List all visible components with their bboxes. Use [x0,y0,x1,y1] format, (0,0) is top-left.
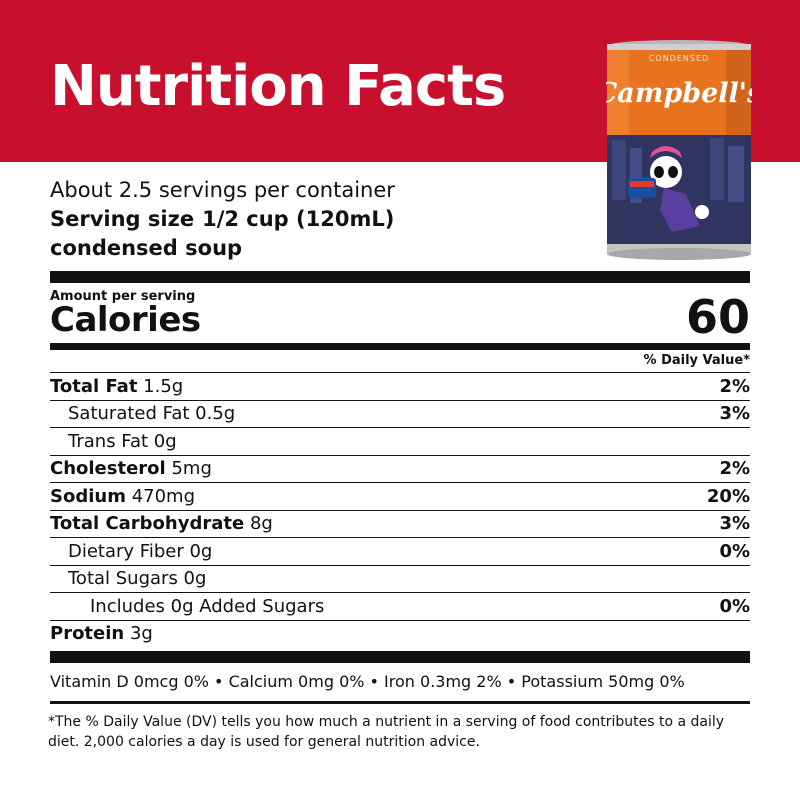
serving-size-suffix: condensed soup [50,236,243,260]
amount-per-serving-label: Amount per serving [50,289,196,304]
nutrient-amount: 470mg [131,485,196,507]
nutrient-daily-value: 0% [719,595,750,617]
nutrient-name: Total Sugars 0g [50,568,206,589]
nutrient-list: Total Fat 1.5g 2% Saturated Fat 0.5g 3% Tran… [50,373,750,647]
nutrient-label: Cholesterol [50,458,166,480]
svg-text:Campbell's: Campbell's [606,78,752,109]
nutrient-label: Protein [50,623,125,645]
nutrient-name: Saturated Fat 0.5g [50,403,235,424]
nutrient-row: Trans Fat 0g [50,428,750,456]
nutrient-label: Dietary Fiber 0g [68,540,213,562]
divider-medium [50,343,750,350]
nutrient-row: Total Fat 1.5g 2% [50,373,750,401]
nutrient-row: Protein 3g [50,621,750,648]
nutrient-label: Saturated Fat 0.5g [68,403,236,425]
servings-per-container: About 2.5 servings per container [50,178,395,202]
nutrition-facts-panel: About 2.5 servings per container Serving… [48,176,750,752]
nutrient-label: Total Sugars 0g [68,568,207,590]
divider-thick [50,271,750,283]
divider-thick [50,651,750,663]
nutrient-row: Cholesterol 5mg 2% [50,456,750,483]
daily-value-header: % Daily Value* [50,350,750,373]
nutrient-label: Sodium [50,485,126,507]
nutrient-name: Protein 3g [50,623,153,644]
nutrient-row: Includes 0g Added Sugars 0% [50,593,750,621]
nutrient-label: Includes 0g Added Sugars [90,595,325,617]
nutrient-name: Dietary Fiber 0g [50,541,212,562]
nutrient-name: Total Carbohydrate 8g [50,513,273,534]
nutrient-amount: 8g [249,513,273,535]
nutrient-name: Sodium 470mg [50,486,195,507]
nutrient-label: Trans Fat 0g [68,430,177,452]
nutrient-daily-value: 3% [719,403,750,425]
nutrient-label: Total Carbohydrate [50,513,245,535]
nutrient-name: Trans Fat 0g [50,431,177,452]
nutrient-name: Total Fat 1.5g [50,376,183,397]
serving-size: Serving size 1/2 cup (120mL) [50,205,750,234]
nutrient-daily-value: 2% [719,375,750,397]
nutrient-row: Total Carbohydrate 8g 3% [50,511,750,538]
calories-value: 60 [685,290,750,344]
vitamins-minerals: Vitamin D 0mcg 0% • Calcium 0mg 0% • Iro… [50,671,750,704]
nutrient-row: Dietary Fiber 0g 0% [50,538,750,566]
nutrient-name: Includes 0g Added Sugars [50,596,324,617]
product-can-image: Campbell's CONDENSED [606,40,752,262]
nutrient-name: Cholesterol 5mg [50,458,212,479]
nutrient-label: Total Fat [50,375,138,397]
serving-size-label: Serving size [50,207,195,231]
nutrient-row: Saturated Fat 0.5g 3% [50,401,750,428]
nutrient-amount: 1.5g [143,375,184,397]
calories-row: Calories 60 [50,294,750,340]
nutrient-amount: 3g [129,623,153,645]
svg-text:CONDENSED: CONDENSED [649,54,709,63]
nutrient-row: Total Sugars 0g [50,566,750,593]
calories-label: Calories [50,300,201,340]
serving-size-value: 1/2 cup (120mL) [202,207,395,231]
daily-value-footnote: *The % Daily Value (DV) tells you how mu… [48,714,725,750]
nutrient-daily-value: 2% [719,458,750,480]
nutrient-daily-value: 20% [706,485,750,507]
nutrient-row: Sodium 470mg 20% [50,483,750,511]
nutrient-daily-value: 3% [719,513,750,535]
page-title: Nutrition Facts [50,54,506,119]
nutrient-daily-value: 0% [719,540,750,562]
nutrient-amount: 5mg [171,458,212,480]
